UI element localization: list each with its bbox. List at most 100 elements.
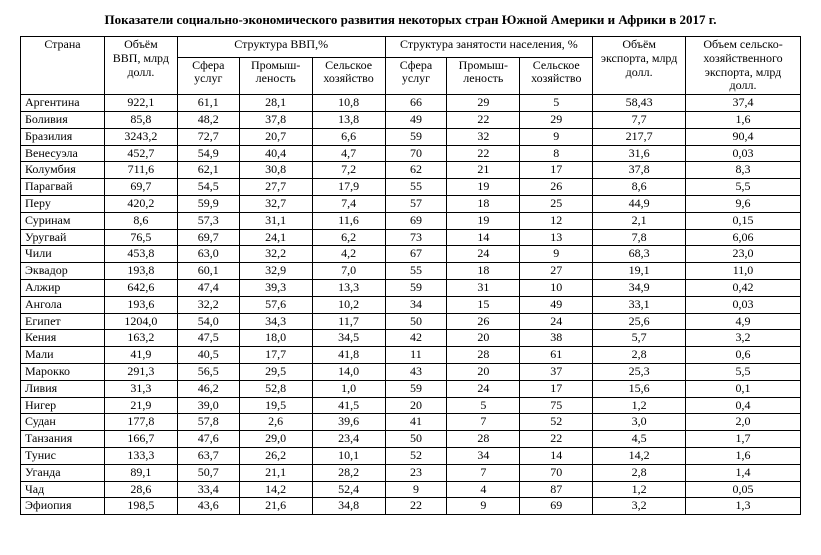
cell-agri-export: 5,5 [686, 363, 801, 380]
cell-emp-agri: 14 [520, 447, 593, 464]
cell-gdp-industry: 26,2 [239, 447, 312, 464]
col-services-1: Сфера услуг [177, 57, 239, 95]
cell-emp-services: 57 [385, 195, 447, 212]
cell-agri-export: 8,3 [686, 162, 801, 179]
cell-gdp-agri: 6,6 [312, 128, 385, 145]
cell-emp-agri: 49 [520, 296, 593, 313]
cell-gdp-agri: 7,4 [312, 195, 385, 212]
cell-gdp-industry: 39,3 [239, 279, 312, 296]
cell-gdp: 166,7 [104, 431, 177, 448]
cell-agri-export: 0,03 [686, 296, 801, 313]
table-row: Ангола193,632,257,610,234154933,10,03 [21, 296, 801, 313]
cell-export: 31,6 [593, 145, 686, 162]
cell-gdp-agri: 10,2 [312, 296, 385, 313]
cell-export: 1,2 [593, 481, 686, 498]
cell-country: Судан [21, 414, 105, 431]
cell-emp-industry: 34 [447, 447, 520, 464]
cell-emp-industry: 26 [447, 313, 520, 330]
cell-country: Мали [21, 347, 105, 364]
cell-emp-industry: 19 [447, 179, 520, 196]
cell-gdp: 3243,2 [104, 128, 177, 145]
cell-gdp: 31,3 [104, 380, 177, 397]
cell-export: 1,2 [593, 397, 686, 414]
cell-country: Танзания [21, 431, 105, 448]
table-row: Колумбия711,662,130,87,262211737,88,3 [21, 162, 801, 179]
table-row: Танзания166,747,629,023,45028224,51,7 [21, 431, 801, 448]
cell-emp-industry: 5 [447, 397, 520, 414]
cell-gdp-services: 48,2 [177, 111, 239, 128]
cell-emp-agri: 29 [520, 111, 593, 128]
cell-country: Египет [21, 313, 105, 330]
cell-gdp-services: 57,3 [177, 212, 239, 229]
col-country: Страна [21, 37, 105, 95]
cell-emp-industry: 28 [447, 347, 520, 364]
cell-emp-industry: 24 [447, 246, 520, 263]
cell-gdp-industry: 2,6 [239, 414, 312, 431]
table-row: Тунис133,363,726,210,152341414,21,6 [21, 447, 801, 464]
cell-gdp-agri: 28,2 [312, 464, 385, 481]
cell-gdp-industry: 21,1 [239, 464, 312, 481]
cell-gdp-services: 62,1 [177, 162, 239, 179]
cell-export: 2,8 [593, 464, 686, 481]
table-row: Кения163,247,518,034,54220385,73,2 [21, 330, 801, 347]
cell-gdp: 922,1 [104, 95, 177, 112]
cell-export: 14,2 [593, 447, 686, 464]
cell-gdp-industry: 18,0 [239, 330, 312, 347]
cell-export: 34,9 [593, 279, 686, 296]
cell-gdp-industry: 32,9 [239, 263, 312, 280]
cell-country: Перу [21, 195, 105, 212]
cell-emp-services: 50 [385, 431, 447, 448]
cell-gdp-agri: 11,6 [312, 212, 385, 229]
cell-emp-agri: 8 [520, 145, 593, 162]
cell-emp-industry: 7 [447, 464, 520, 481]
cell-emp-industry: 22 [447, 145, 520, 162]
cell-country: Бразилия [21, 128, 105, 145]
cell-emp-industry: 18 [447, 263, 520, 280]
cell-gdp-services: 43,6 [177, 498, 239, 515]
cell-gdp: 76,5 [104, 229, 177, 246]
cell-agri-export: 6,06 [686, 229, 801, 246]
table-row: Эфиопия198,543,621,634,8229693,21,3 [21, 498, 801, 515]
cell-gdp: 163,2 [104, 330, 177, 347]
cell-emp-services: 59 [385, 128, 447, 145]
cell-gdp-agri: 13,3 [312, 279, 385, 296]
cell-emp-agri: 75 [520, 397, 593, 414]
col-agri-2: Сельское хозяйство [520, 57, 593, 95]
cell-gdp: 193,6 [104, 296, 177, 313]
cell-emp-services: 59 [385, 380, 447, 397]
cell-emp-agri: 25 [520, 195, 593, 212]
cell-agri-export: 1,3 [686, 498, 801, 515]
table-row: Боливия85,848,237,813,84922297,71,6 [21, 111, 801, 128]
cell-gdp-services: 46,2 [177, 380, 239, 397]
cell-country: Кения [21, 330, 105, 347]
table-row: Марокко291,356,529,514,043203725,35,5 [21, 363, 801, 380]
cell-gdp-agri: 6,2 [312, 229, 385, 246]
cell-emp-agri: 61 [520, 347, 593, 364]
col-industry-2: Промыш-леность [447, 57, 520, 95]
cell-emp-services: 59 [385, 279, 447, 296]
cell-country: Эквадор [21, 263, 105, 280]
cell-gdp-agri: 10,1 [312, 447, 385, 464]
col-services-2: Сфера услуг [385, 57, 447, 95]
cell-agri-export: 11,0 [686, 263, 801, 280]
cell-gdp-services: 47,4 [177, 279, 239, 296]
cell-gdp: 69,7 [104, 179, 177, 196]
cell-gdp-industry: 31,1 [239, 212, 312, 229]
cell-gdp: 198,5 [104, 498, 177, 515]
cell-emp-industry: 4 [447, 481, 520, 498]
cell-emp-services: 55 [385, 179, 447, 196]
cell-emp-industry: 19 [447, 212, 520, 229]
cell-agri-export: 0,6 [686, 347, 801, 364]
cell-gdp: 291,3 [104, 363, 177, 380]
cell-gdp: 711,6 [104, 162, 177, 179]
cell-emp-services: 62 [385, 162, 447, 179]
cell-gdp-services: 69,7 [177, 229, 239, 246]
table-row: Эквадор193,860,132,97,055182719,111,0 [21, 263, 801, 280]
cell-agri-export: 0,03 [686, 145, 801, 162]
cell-agri-export: 23,0 [686, 246, 801, 263]
cell-agri-export: 3,2 [686, 330, 801, 347]
cell-export: 19,1 [593, 263, 686, 280]
cell-gdp-agri: 7,0 [312, 263, 385, 280]
cell-agri-export: 0,05 [686, 481, 801, 498]
cell-emp-industry: 32 [447, 128, 520, 145]
